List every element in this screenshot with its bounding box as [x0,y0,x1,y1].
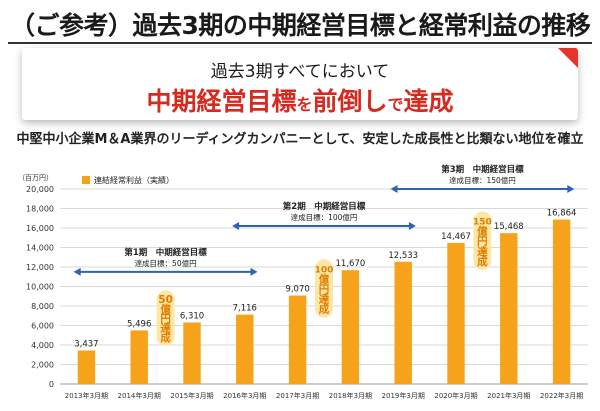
banner-line1: 過去3期すべてにおいて [210,62,390,82]
banner-keyword-early: 前倒し [312,87,388,116]
bar-value-label: 12,533 [388,251,418,261]
achievement-badge [156,290,175,346]
x-tick-label: 2022年3月期 [540,391,583,400]
bar [394,261,412,384]
banner-keyword-achieved: 達成 [403,87,454,116]
period-target: 達成目標：50億円 [135,258,197,268]
achievement-badge-text: 円 [477,236,488,248]
bar [288,295,307,384]
achievement-badge-text: 億 [319,272,330,285]
banner-corner-accent [558,48,578,68]
y-tick-label: 2,000 [31,361,54,370]
bar-value-label: 11,670 [336,259,366,269]
bar-value-label: 9,070 [285,285,309,295]
bar-value-label: 16,864 [547,209,577,219]
period-name: 第2期 中期経営目標 [283,201,366,212]
bar-value-label: 6,310 [180,311,204,321]
achievement-badge-text: 達 [319,293,330,306]
y-tick-label: 20,000 [26,185,54,194]
bar-value-label: 14,467 [441,232,471,242]
achievement-badge-text: 成 [477,255,488,268]
bar [552,219,571,384]
bar [500,233,518,384]
achievement-badge-text: 100 [315,265,334,275]
legend-swatch [82,176,90,184]
page-title: （ご参考）過去3期の中期経営目標と経常利益の推移 [10,11,591,40]
achievement-badge-text: 成 [319,303,330,316]
x-tick-label: 2019年3月期 [382,391,425,400]
period-target: 達成目標：150億円 [449,175,516,185]
achievement-badge [315,259,333,318]
y-tick-label: 16,000 [26,224,54,233]
achievement-badge-text: 150 [473,217,492,227]
achievement-badge-text: 達 [160,322,171,335]
y-tick-label: 14,000 [26,244,54,253]
x-tick-label: 2014年3月期 [118,391,161,400]
y-tick-label: 0 [49,380,54,389]
achievement-badge-text: 億 [160,303,171,316]
period-name: 第3期 中期経営目標 [441,164,524,175]
bar [183,322,201,384]
bar [447,242,465,384]
bar-value-label: 3,437 [74,339,98,349]
period-arrow-head-right [408,222,416,231]
banner-keyword-target: 中期経営目標 [146,87,297,116]
highlight-banner: 過去3期すべてにおいて 中期経営目標を前倒しで達成 [22,48,578,120]
y-tick-label: 10,000 [26,283,54,292]
y-tick-label: 6,000 [31,322,54,331]
bar [236,314,254,384]
x-tick-label: 2018年3月期 [329,391,372,400]
achievement-badge-text: 50 [158,294,173,306]
achievement-badge-text: 成 [160,331,171,344]
period-name: 第1期 中期経営目標 [124,247,207,258]
achievement-badge-text: 円 [160,313,171,325]
period-arrow-head-left [232,222,240,231]
banner-line2: 中期経営目標を前倒しで達成 [22,82,578,118]
title-divider [8,42,592,44]
subtitle: 中堅中小企業M＆A業界のリーディングカンパニーとして、安定した成長性と比類ない地… [16,132,584,147]
bar-value-label: 7,116 [233,304,257,314]
achievement-badge-text: 達 [477,245,488,258]
y-tick-label: 4,000 [31,341,54,350]
bar [77,350,96,384]
achievement-badge [473,211,492,270]
y-tick-label: 12,000 [26,263,54,272]
x-tick-label: 2013年3月期 [65,391,108,400]
x-tick-label: 2021年3月期 [487,391,530,400]
legend-label: 連結経常利益（実績） [94,175,174,185]
period-arrow-head-right [250,267,258,276]
y-tick-label: 8,000 [31,302,54,311]
x-tick-label: 2016年3月期 [223,391,266,400]
period-arrow-head-right [567,185,575,193]
period-arrow-head-left [73,267,81,276]
y-tick-label: 18,000 [26,205,54,214]
banner-particle-de: で [387,95,404,114]
y-unit-label: （百万円） [18,174,53,182]
bar-value-label: 5,496 [127,319,151,329]
bar [130,330,148,384]
achievement-badge-text: 円 [319,283,330,295]
x-tick-label: 2020年3月期 [434,391,477,400]
profit-bar-chart: （百万円） 0 2,000 4,000 6,000 8,000 10,000 12,000 14… [18,164,588,400]
period-target: 達成目標：100億円 [291,212,358,222]
x-tick-label: 2015年3月期 [170,391,213,400]
banner-particle-wo: を [296,95,313,114]
achievement-badge-text: 億 [477,225,488,238]
bar-value-label: 15,468 [494,222,524,232]
bar [341,270,360,384]
x-tick-label: 2017年3月期 [276,391,319,400]
period-arrow-head-left [390,185,398,193]
